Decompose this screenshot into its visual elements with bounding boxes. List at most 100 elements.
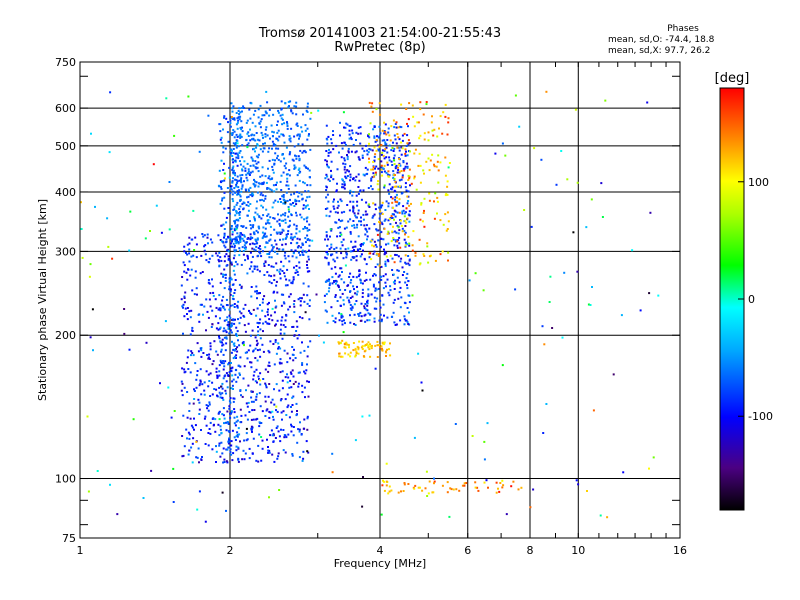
data-point	[396, 244, 399, 247]
data-point	[345, 176, 348, 179]
data-point	[234, 439, 237, 441]
data-point	[227, 250, 230, 253]
data-point	[339, 342, 342, 345]
data-point	[276, 247, 279, 250]
data-point	[270, 282, 273, 285]
data-point	[652, 456, 655, 459]
data-point	[342, 238, 345, 241]
data-point	[382, 479, 384, 482]
data-point	[377, 239, 380, 242]
data-point	[386, 348, 388, 351]
data-point	[218, 434, 221, 437]
data-point	[231, 319, 234, 321]
data-point	[232, 357, 235, 360]
data-point	[426, 495, 429, 497]
data-point	[406, 122, 408, 125]
data-point	[393, 185, 396, 188]
data-point	[273, 274, 276, 277]
data-point	[394, 138, 397, 141]
data-point	[215, 370, 218, 373]
data-point	[394, 166, 397, 169]
data-point	[362, 242, 365, 245]
data-point	[444, 213, 447, 216]
data-point	[268, 175, 271, 178]
data-point	[361, 348, 364, 350]
data-point	[408, 294, 411, 297]
data-point	[399, 125, 402, 128]
data-point	[267, 187, 270, 190]
data-point	[227, 140, 230, 143]
data-point	[447, 251, 450, 254]
data-point	[241, 168, 243, 171]
data-point	[255, 314, 258, 317]
data-point	[222, 414, 225, 417]
data-point	[360, 302, 363, 305]
data-point	[288, 260, 291, 263]
data-point	[368, 348, 371, 351]
data-point	[225, 429, 228, 432]
data-point	[376, 233, 379, 236]
data-point	[293, 223, 296, 226]
data-point	[237, 447, 240, 450]
data-point	[350, 150, 353, 153]
data-point	[188, 252, 191, 255]
data-point	[372, 172, 375, 175]
data-point	[222, 146, 225, 149]
data-point	[270, 124, 273, 127]
data-point	[250, 418, 253, 421]
data-point	[339, 121, 341, 124]
data-point	[207, 405, 210, 407]
data-point	[401, 147, 404, 150]
data-point	[419, 134, 422, 137]
data-point	[350, 240, 353, 243]
data-point	[283, 254, 286, 257]
data-point	[199, 303, 202, 306]
data-point	[384, 250, 387, 253]
data-point	[403, 212, 406, 215]
data-point	[341, 339, 344, 342]
data-point	[209, 421, 212, 424]
data-point	[405, 145, 408, 147]
data-point	[239, 240, 242, 243]
data-point	[203, 381, 206, 384]
data-point	[240, 394, 242, 397]
data-point	[380, 245, 382, 248]
data-point	[301, 317, 304, 320]
data-point	[225, 392, 227, 395]
data-point	[298, 334, 301, 337]
data-point	[358, 273, 361, 276]
data-point	[294, 249, 297, 252]
data-point	[216, 376, 219, 379]
data-point	[233, 416, 236, 419]
data-point	[237, 155, 240, 157]
data-point	[230, 152, 232, 154]
data-point	[354, 214, 357, 217]
data-point	[272, 184, 275, 187]
data-point	[250, 295, 253, 298]
data-point	[255, 459, 258, 462]
data-point	[394, 279, 396, 282]
data-point	[334, 317, 337, 320]
data-point	[201, 383, 204, 386]
data-point	[239, 373, 241, 376]
data-point	[209, 292, 212, 295]
data-point	[576, 181, 579, 184]
data-point	[268, 496, 270, 499]
data-point	[80, 228, 83, 230]
data-point	[434, 192, 437, 195]
data-point	[454, 423, 457, 425]
data-point	[308, 244, 311, 247]
data-point	[345, 256, 348, 259]
data-point	[371, 102, 374, 105]
data-point	[264, 315, 267, 318]
data-point	[190, 424, 193, 427]
data-point	[230, 245, 233, 248]
data-point	[368, 136, 371, 139]
data-point	[219, 455, 222, 458]
data-point	[276, 154, 279, 157]
data-point	[354, 292, 357, 295]
data-point	[220, 348, 223, 351]
data-point	[323, 294, 326, 297]
data-point	[236, 415, 239, 418]
data-point	[221, 387, 224, 390]
